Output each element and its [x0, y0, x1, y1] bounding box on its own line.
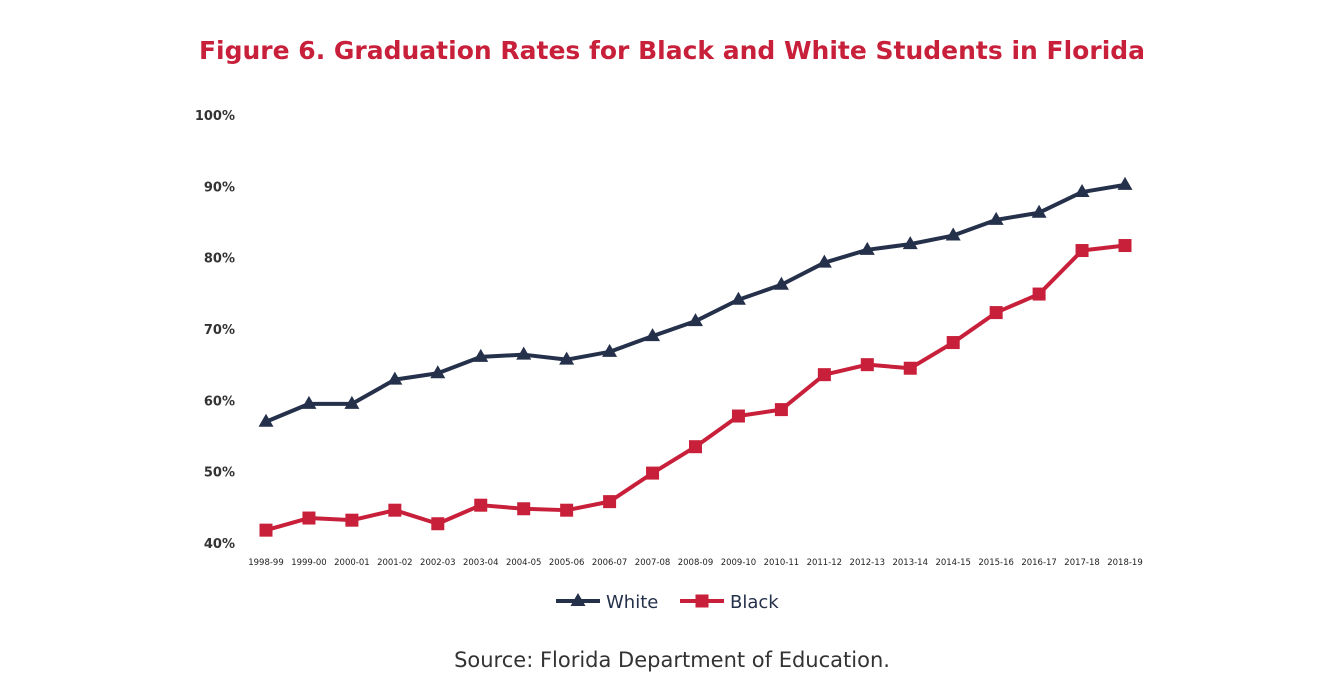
x-tick-label: 2005-06 — [549, 558, 585, 568]
x-tick-label: 2014-15 — [935, 558, 971, 568]
chart-title: Figure 6. Graduation Rates for Black and… — [198, 36, 1146, 65]
legend-label: White — [606, 592, 658, 613]
y-tick-label: 80% — [204, 252, 235, 267]
x-tick-label: 2001-02 — [377, 558, 413, 568]
data-point-black — [474, 498, 488, 512]
x-tick-label: 2008-09 — [678, 558, 714, 568]
x-tick-label: 2010-11 — [764, 558, 800, 568]
series-line-black — [265, 243, 1126, 533]
data-point-black — [345, 513, 359, 527]
x-tick-label: 2012-13 — [850, 558, 886, 568]
data-point-white — [730, 291, 746, 305]
data-point-white — [645, 328, 661, 342]
data-point-black — [1032, 287, 1046, 301]
data-point-white — [988, 211, 1004, 225]
data-point-black — [860, 358, 874, 372]
data-point-white — [1074, 184, 1090, 198]
data-point-black — [774, 403, 788, 417]
y-tick-label: 100% — [195, 109, 235, 124]
data-point-black — [302, 511, 316, 525]
x-tick-label: 2002-03 — [420, 558, 456, 568]
data-point-black — [1075, 244, 1089, 258]
x-tick-label: 2003-04 — [463, 558, 499, 568]
data-point-white — [859, 241, 875, 255]
x-tick-label: 2007-08 — [635, 558, 671, 568]
x-tick-label: 2018-19 — [1107, 558, 1143, 568]
data-point-black — [259, 523, 273, 537]
x-tick-label: 1998-99 — [248, 558, 284, 568]
data-point-white — [258, 413, 274, 427]
data-point-white — [516, 346, 532, 360]
legend-label: Black — [730, 592, 779, 613]
data-point-black — [946, 336, 960, 350]
y-tick-label: 60% — [204, 394, 235, 409]
data-point-white — [473, 348, 489, 362]
legend-marker-black — [695, 594, 709, 608]
data-point-black — [903, 361, 917, 375]
data-point-white — [816, 254, 832, 268]
y-tick-label: 90% — [204, 180, 235, 195]
x-tick-label: 2017-18 — [1064, 558, 1100, 568]
data-point-black — [603, 495, 617, 509]
data-point-white — [945, 227, 961, 241]
data-point-white — [430, 365, 446, 379]
data-point-black — [1118, 239, 1132, 253]
chart-source: Source: Florida Department of Education. — [454, 648, 890, 672]
data-point-black — [560, 503, 574, 517]
data-point-white — [688, 313, 703, 327]
data-point-white — [773, 276, 789, 290]
legend-marker-white — [570, 593, 586, 606]
data-point-white — [559, 351, 575, 365]
y-tick-label: 40% — [204, 537, 235, 552]
data-point-white — [1031, 204, 1047, 218]
x-tick-label: 2013-14 — [892, 558, 928, 568]
data-point-white — [602, 343, 618, 357]
x-tick-label: 2000-01 — [334, 558, 370, 568]
data-point-white — [1117, 176, 1133, 190]
data-point-white — [301, 395, 317, 409]
data-point-black — [646, 466, 660, 480]
x-tick-label: 2009-10 — [721, 558, 757, 568]
x-tick-label: 2004-05 — [506, 558, 542, 568]
data-point-black — [517, 502, 531, 516]
y-tick-label: 50% — [204, 466, 235, 481]
y-tick-label: 70% — [204, 323, 235, 338]
x-tick-label: 2016-17 — [1021, 558, 1057, 568]
data-point-black — [689, 440, 702, 454]
x-tick-label: 1999-00 — [291, 558, 327, 568]
data-point-black — [989, 306, 1003, 320]
x-tick-label: 2011-12 — [807, 558, 843, 568]
data-point-black — [817, 368, 831, 382]
x-tick-label: 2006-07 — [592, 558, 628, 568]
data-point-white — [344, 395, 360, 409]
data-point-white — [387, 371, 403, 385]
x-tick-label: 2015-16 — [978, 558, 1014, 568]
data-point-black — [388, 503, 402, 517]
data-point-black — [431, 517, 445, 531]
data-point-white — [902, 236, 918, 250]
data-point-black — [731, 409, 745, 423]
